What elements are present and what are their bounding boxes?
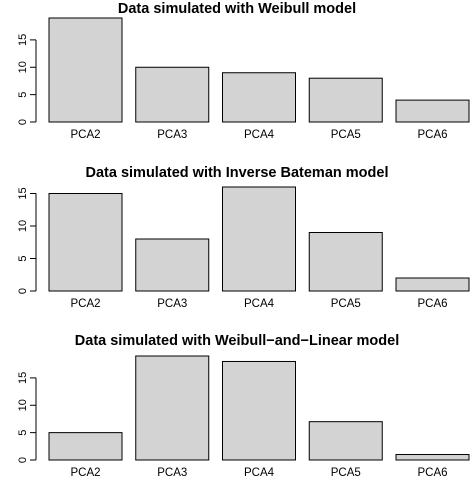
y-tick-label: 15 xyxy=(17,34,29,46)
bar-pca6 xyxy=(395,454,470,461)
bar-pca5 xyxy=(308,421,383,461)
bar-pca4 xyxy=(222,186,296,292)
category-label: PCA6 xyxy=(417,129,447,141)
category-label: PCA4 xyxy=(244,129,275,141)
bar-pca5 xyxy=(308,77,383,123)
category-label: PCA6 xyxy=(417,467,447,479)
y-tick-label: 5 xyxy=(17,430,29,436)
chart-panel-weibull-and-linear: Data simulated with Weibull−and−Linear m… xyxy=(17,333,470,479)
bar-pca6 xyxy=(395,99,470,123)
y-tick-label: 10 xyxy=(17,220,29,232)
chart-panel-weibull: Data simulated with Weibull model 0 5 10 15 P… xyxy=(17,1,470,141)
chart-title: Data simulated with Weibull model xyxy=(118,1,356,17)
bar-pca2 xyxy=(48,193,123,292)
y-tick-label: 5 xyxy=(17,255,29,261)
y-tick-label: 15 xyxy=(17,372,29,384)
y-tick-label: 10 xyxy=(17,61,29,73)
bar-pca2 xyxy=(48,17,123,123)
chart-title: Data simulated with Weibull−and−Linear m… xyxy=(75,333,399,349)
category-label: PCA3 xyxy=(157,298,187,310)
category-label: PCA2 xyxy=(70,467,100,479)
category-label: PCA5 xyxy=(331,467,361,479)
category-label: PCA2 xyxy=(70,298,100,310)
y-tick-label: 15 xyxy=(17,187,29,199)
bar-pca3 xyxy=(135,355,210,461)
bar-pca4 xyxy=(222,72,296,123)
y-tick-label: 0 xyxy=(17,288,29,294)
bar-pca6 xyxy=(395,277,470,292)
bar-pca3 xyxy=(135,238,210,292)
bar-pca3 xyxy=(135,66,210,123)
y-tick-label: 5 xyxy=(17,92,29,98)
chart-panel-inverse-bateman: Data simulated with Inverse Bateman mode… xyxy=(17,165,470,310)
category-label: PCA4 xyxy=(244,467,275,479)
bar-pca2 xyxy=(48,432,123,461)
chart-title: Data simulated with Inverse Bateman mode… xyxy=(86,165,389,181)
y-tick-label: 10 xyxy=(17,399,29,411)
y-tick-label: 0 xyxy=(17,457,29,463)
category-label: PCA5 xyxy=(331,129,361,141)
category-label: PCA6 xyxy=(417,298,447,310)
category-label: PCA3 xyxy=(157,129,187,141)
category-label: PCA2 xyxy=(70,129,100,141)
category-label: PCA3 xyxy=(157,467,187,479)
bar-pca4 xyxy=(222,360,296,461)
bar-pca5 xyxy=(308,232,383,292)
category-label: PCA5 xyxy=(331,298,361,310)
category-label: PCA4 xyxy=(244,298,275,310)
y-tick-label: 0 xyxy=(17,119,29,125)
